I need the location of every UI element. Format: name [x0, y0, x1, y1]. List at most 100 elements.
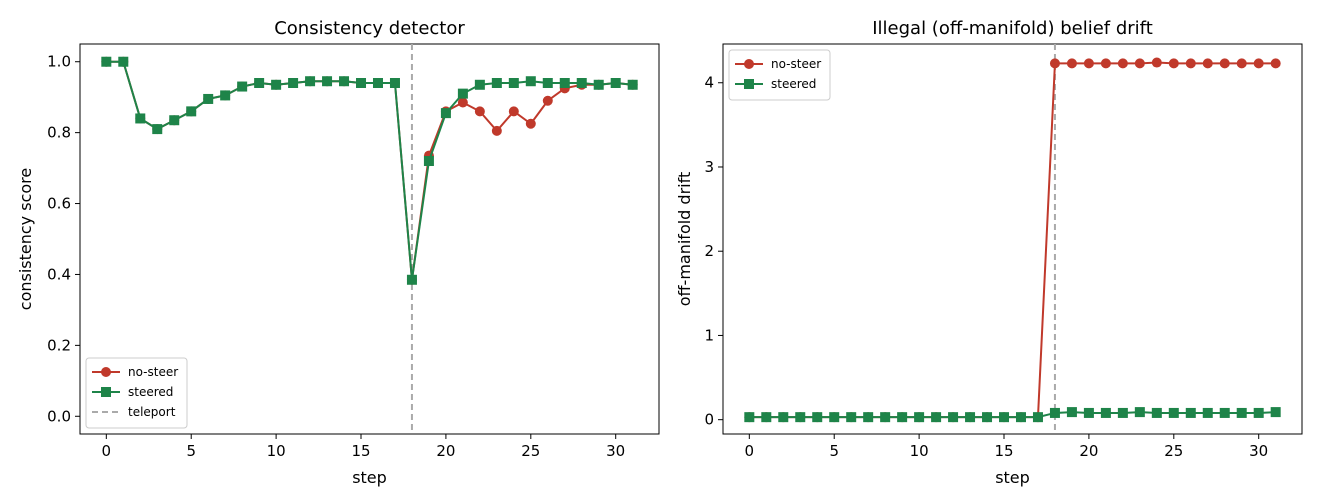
x-tick-label: 30 [1249, 442, 1268, 460]
point-steered [474, 79, 485, 90]
point-steered [1134, 407, 1145, 418]
legend-box [85, 357, 188, 429]
legend-marker-steered [744, 79, 754, 89]
point-steered [559, 78, 570, 88]
y-axis-label: consistency score [16, 168, 35, 310]
y-tick-label: 2 [704, 242, 714, 260]
point-steered [1015, 412, 1026, 423]
point-steered [1117, 407, 1128, 418]
point-no-steer [1168, 58, 1179, 69]
y-tick-label: 1.0 [47, 53, 71, 71]
point-steered [169, 115, 180, 126]
y-tick-label: 0.2 [47, 336, 71, 354]
point-steered [508, 78, 519, 88]
point-steered [525, 76, 536, 87]
chart-title: Consistency detector [274, 18, 465, 39]
legend: no-steer steered [728, 49, 831, 101]
y-tick-label: 1 [704, 326, 714, 344]
point-steered [322, 76, 333, 87]
x-tick-label: 0 [745, 442, 755, 460]
y-tick-label: 0 [704, 411, 714, 429]
point-steered [254, 78, 265, 88]
point-steered [1100, 407, 1111, 418]
x-tick-label: 5 [186, 442, 196, 460]
point-steered [1151, 407, 1162, 418]
point-no-steer [1202, 58, 1213, 69]
consistency-detector-panel: Consistency detector 0 5 10 15 20 25 30 0.0 0.2 0.… [16, 18, 660, 487]
legend-label-no-steer: no-steer [771, 57, 821, 71]
point-no-steer [1049, 58, 1060, 69]
point-steered [440, 108, 451, 119]
point-steered [1066, 407, 1077, 418]
point-no-steer [1185, 58, 1196, 69]
point-steered [1049, 407, 1060, 418]
point-steered [795, 412, 806, 423]
point-steered [1270, 407, 1281, 418]
point-steered [135, 113, 146, 124]
point-steered [761, 412, 772, 423]
point-no-steer [1253, 58, 1264, 69]
y-tick-label: 0.6 [47, 195, 71, 213]
point-no-steer [1134, 58, 1145, 69]
point-steered [203, 93, 214, 104]
point-steered [1236, 407, 1247, 418]
point-steered [1253, 407, 1264, 418]
point-no-steer [1151, 57, 1162, 68]
x-tick-label: 30 [606, 442, 625, 460]
x-tick-label: 0 [102, 442, 112, 460]
point-steered [846, 412, 857, 423]
point-no-steer [474, 106, 485, 117]
point-no-steer [457, 97, 468, 108]
point-steered [305, 76, 316, 87]
point-steered [863, 412, 874, 423]
point-steered [356, 78, 367, 88]
x-tick-label: 15 [351, 442, 370, 460]
point-no-steer [1219, 58, 1230, 69]
point-steered [186, 106, 197, 117]
legend-label-steered: steered [771, 77, 816, 91]
legend-marker-no-steer [744, 59, 754, 69]
point-steered [627, 79, 638, 90]
point-steered [101, 56, 112, 67]
point-no-steer [508, 106, 519, 117]
point-steered [812, 412, 823, 423]
point-steered [1083, 407, 1094, 418]
point-steered [1032, 412, 1043, 423]
x-tick-label: 5 [829, 442, 839, 460]
point-steered [897, 412, 908, 423]
point-no-steer [1066, 58, 1077, 69]
point-steered [744, 412, 755, 423]
point-steered [931, 412, 942, 423]
point-steered [829, 412, 840, 423]
point-steered [220, 90, 231, 101]
point-no-steer [1270, 58, 1281, 69]
point-steered [339, 76, 350, 87]
point-no-steer [542, 95, 553, 106]
point-steered [1168, 407, 1179, 418]
point-steered [271, 79, 282, 90]
plot-frame [722, 43, 1303, 435]
x-axis-label: step [995, 468, 1030, 487]
point-steered [406, 274, 417, 285]
legend: no-steer steered teleport [85, 357, 188, 429]
point-steered [1202, 407, 1213, 418]
point-steered [237, 81, 248, 92]
legend-label-teleport: teleport [128, 405, 176, 419]
x-tick-label: 25 [521, 442, 540, 460]
y-tick-label: 0.0 [47, 407, 71, 425]
point-steered [593, 79, 604, 90]
point-steered [948, 412, 959, 423]
x-tick-label: 20 [1079, 442, 1098, 460]
x-tick-label: 15 [994, 442, 1013, 460]
point-steered [914, 412, 925, 423]
point-steered [778, 412, 789, 423]
series-line-no-steer [106, 60, 633, 280]
plot-frame [79, 43, 660, 435]
legend-label-no-steer: no-steer [128, 365, 178, 379]
point-no-steer [1083, 58, 1094, 69]
point-steered [423, 156, 434, 166]
series-line-steered [749, 411, 1276, 419]
point-no-steer [525, 118, 536, 129]
legend-box [728, 49, 831, 101]
